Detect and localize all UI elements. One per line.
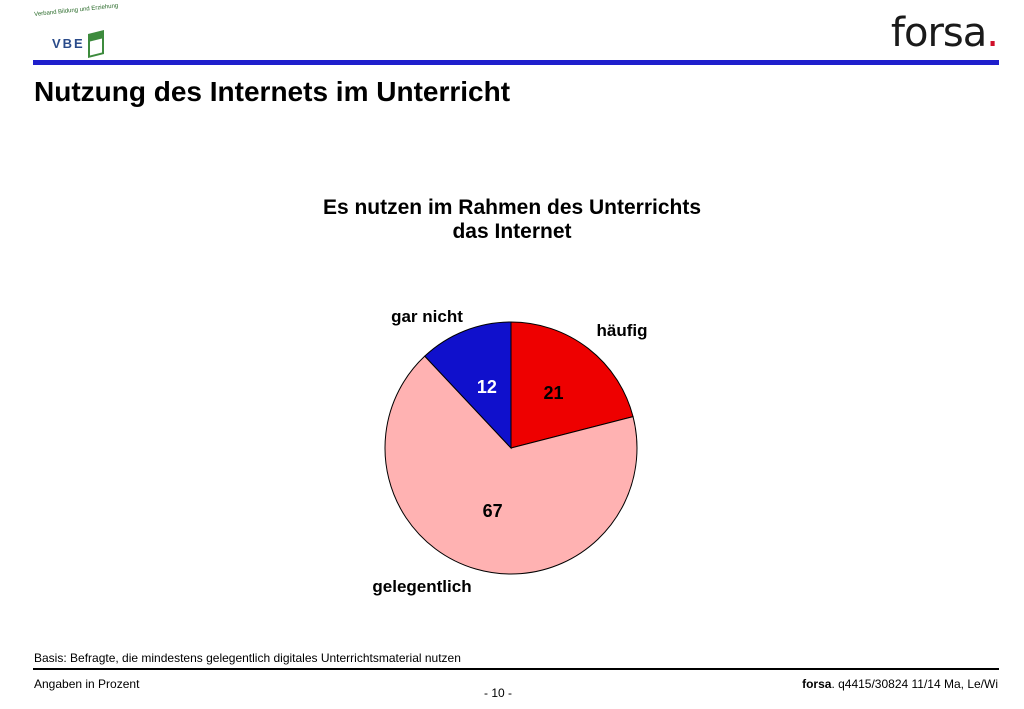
pie-category-label-1: gelegentlich	[372, 577, 471, 596]
chart-title: Es nutzen im Rahmen des Unterrichts das …	[262, 196, 762, 244]
source-brand: forsa	[802, 677, 832, 691]
chart-title-line-2: das Internet	[452, 220, 572, 243]
pie-slice-0	[510, 321, 634, 449]
footer-divider	[33, 668, 999, 670]
pie-value-label-0: 21	[543, 383, 563, 403]
pie-value-label-2: 12	[477, 377, 497, 397]
forsa-logo-dot: .	[986, 10, 999, 56]
header-divider	[33, 60, 999, 65]
pie-slice-1	[384, 355, 638, 575]
pie-slice-2	[424, 321, 512, 450]
units-note: Angaben in Prozent	[34, 677, 140, 691]
pie-category-label-0: häufig	[597, 321, 648, 340]
page-number: - 10 -	[484, 686, 513, 700]
pie-category-label-2: gar nicht	[391, 307, 463, 326]
forsa-logo-text: forsa	[890, 10, 987, 56]
vbe-logo: Verband Bildung und Erziehung VBE	[30, 3, 119, 58]
basis-note: Basis: Befragte, die mindestens gelegent…	[34, 651, 461, 665]
forsa-logo: forsa.	[890, 10, 999, 56]
source-details: . q4415/30824 11/14 Ma, Le/Wi	[831, 677, 998, 691]
source-note: forsa. q4415/30824 11/14 Ma, Le/Wi	[802, 677, 998, 691]
page-title: Nutzung des Internets im Unterricht	[34, 76, 511, 107]
vbe-logo-mark: VBE	[52, 36, 85, 51]
chart-title-line-1: Es nutzen im Rahmen des Unterrichts	[322, 196, 702, 219]
pie-value-label-1: 67	[483, 501, 503, 521]
